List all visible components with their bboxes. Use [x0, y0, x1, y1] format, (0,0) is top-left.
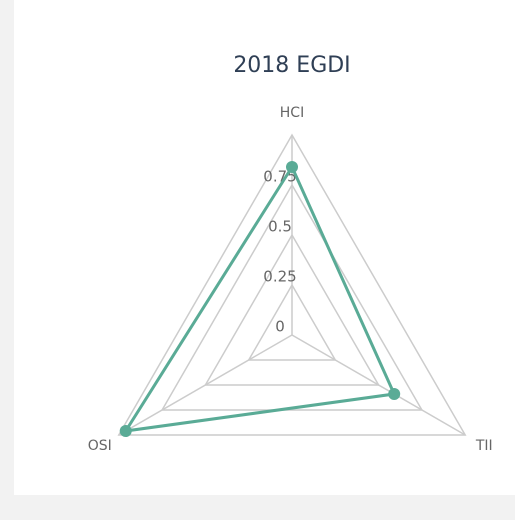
- spoke: [291, 334, 466, 436]
- axis-label: OSI: [88, 438, 112, 454]
- spoke: [118, 334, 293, 436]
- tick-label: 0: [275, 318, 285, 336]
- axis-label: TII: [475, 438, 493, 454]
- point: [388, 388, 401, 400]
- tick-label: 0.5: [268, 218, 292, 236]
- grid-ring: [204, 233, 380, 386]
- axis-label: HCI: [280, 105, 304, 121]
- point: [286, 161, 298, 173]
- series-line: [122, 163, 397, 433]
- grid-ring: [247, 283, 337, 361]
- grid-ring: [160, 183, 424, 411]
- point: [119, 425, 132, 437]
- chart-title: 2018 EGDI: [233, 53, 350, 78]
- tick-label: 0.25: [263, 268, 296, 286]
- outer-ring: [117, 133, 467, 436]
